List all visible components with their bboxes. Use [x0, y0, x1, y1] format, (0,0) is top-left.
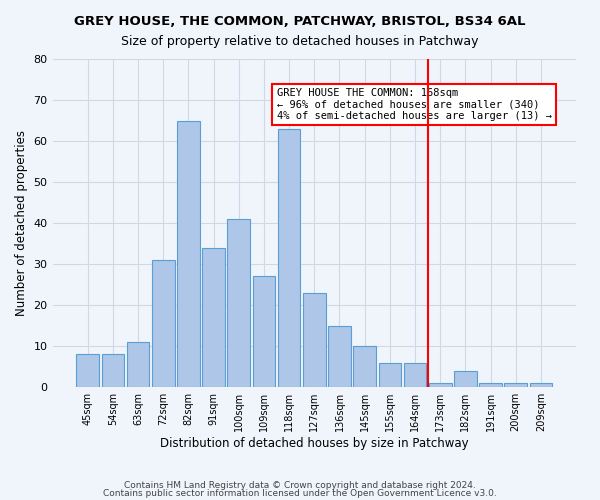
- Text: Contains public sector information licensed under the Open Government Licence v3: Contains public sector information licen…: [103, 488, 497, 498]
- Bar: [454, 371, 477, 387]
- Bar: [253, 276, 275, 387]
- Bar: [152, 260, 175, 387]
- Bar: [328, 326, 351, 387]
- Bar: [379, 362, 401, 387]
- Bar: [177, 120, 200, 387]
- Bar: [353, 346, 376, 387]
- Bar: [227, 219, 250, 387]
- X-axis label: Distribution of detached houses by size in Patchway: Distribution of detached houses by size …: [160, 437, 469, 450]
- Bar: [76, 354, 99, 387]
- Bar: [127, 342, 149, 387]
- Text: GREY HOUSE THE COMMON: 168sqm
← 96% of detached houses are smaller (340)
4% of s: GREY HOUSE THE COMMON: 168sqm ← 96% of d…: [277, 88, 551, 121]
- Bar: [101, 354, 124, 387]
- Text: Size of property relative to detached houses in Patchway: Size of property relative to detached ho…: [121, 35, 479, 48]
- Text: Contains HM Land Registry data © Crown copyright and database right 2024.: Contains HM Land Registry data © Crown c…: [124, 481, 476, 490]
- Bar: [505, 383, 527, 387]
- Bar: [202, 248, 225, 387]
- Bar: [530, 383, 552, 387]
- Bar: [303, 293, 326, 387]
- Text: GREY HOUSE, THE COMMON, PATCHWAY, BRISTOL, BS34 6AL: GREY HOUSE, THE COMMON, PATCHWAY, BRISTO…: [74, 15, 526, 28]
- Bar: [278, 128, 301, 387]
- Y-axis label: Number of detached properties: Number of detached properties: [15, 130, 28, 316]
- Bar: [404, 362, 427, 387]
- Bar: [429, 383, 452, 387]
- Bar: [479, 383, 502, 387]
